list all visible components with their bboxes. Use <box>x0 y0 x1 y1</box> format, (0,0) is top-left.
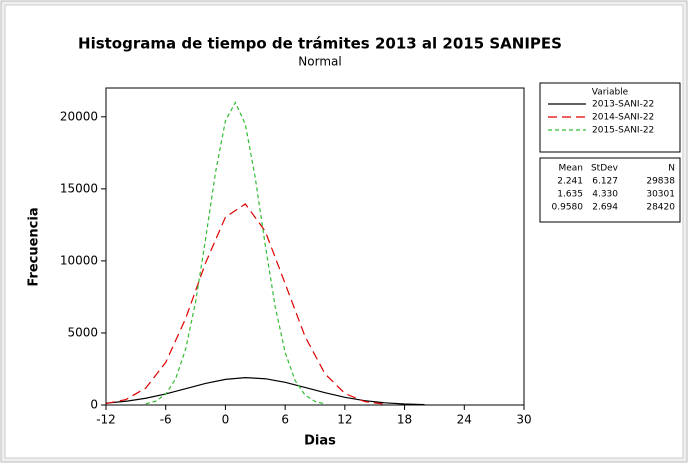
plot-area <box>105 87 525 406</box>
stats-cell: 1.635 <box>557 190 583 200</box>
stats-cell: 6.127 <box>592 177 618 187</box>
x-tick-label: 18 <box>397 413 412 427</box>
y-tick-label: 15000 <box>60 181 98 195</box>
legend-title: Variable <box>592 88 629 98</box>
stats-cell: 29838 <box>646 177 675 187</box>
x-tick-label: -6 <box>160 413 172 427</box>
x-axis-label: Dias <box>304 434 336 449</box>
x-tick-label: 6 <box>281 413 289 427</box>
series-line <box>145 101 326 405</box>
legend-label: 2014-SANI-22 <box>592 113 654 123</box>
series-line <box>105 203 385 405</box>
y-tick-label: 10000 <box>60 253 98 267</box>
y-axis-label: Frecuencia <box>27 207 42 286</box>
stats-header: StDev <box>591 164 619 174</box>
legend-label: 2015-SANI-22 <box>592 126 654 136</box>
stats-cell: 2.694 <box>592 203 618 213</box>
x-tick-label: 24 <box>457 413 472 427</box>
y-tick-label: 0 <box>90 398 98 412</box>
stats-header: Mean <box>558 164 583 174</box>
stats-cell: 4.330 <box>592 190 618 200</box>
stats-box <box>539 157 681 223</box>
y-tick-label: 5000 <box>67 325 98 339</box>
stats-cell: 0.9580 <box>552 203 584 213</box>
stats-cell: 2.241 <box>557 177 583 187</box>
legend-label: 2013-SANI-22 <box>592 100 654 110</box>
chart-subtitle: Normal <box>298 55 341 69</box>
x-tick-label: 12 <box>337 413 352 427</box>
stats-cell: 28420 <box>646 203 675 213</box>
x-tick-label: -12 <box>96 413 116 427</box>
x-tick-label: 30 <box>516 413 531 427</box>
chart-title: Histograma de tiempo de trámites 2013 al… <box>78 35 562 53</box>
stats-header: N <box>668 164 675 174</box>
y-tick-label: 20000 <box>60 109 98 123</box>
x-tick-label: 0 <box>222 413 230 427</box>
stats-cell: 30301 <box>646 190 675 200</box>
series-line <box>105 377 425 406</box>
